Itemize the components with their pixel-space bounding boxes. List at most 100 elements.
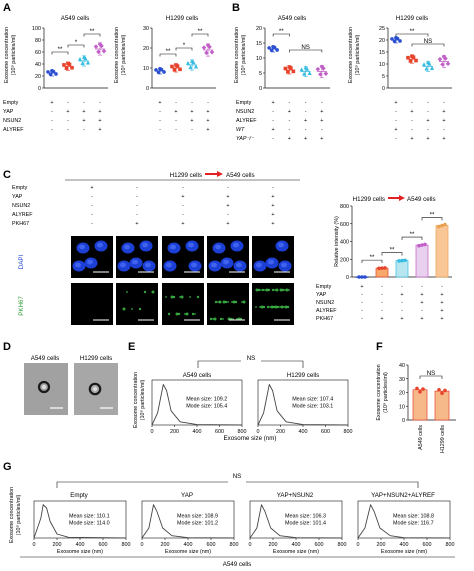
a-grid-right-cell-3-2: - <box>191 127 193 133</box>
e-ylabel: Exosome concentration <box>133 372 139 428</box>
c-pkh-dot-4-29 <box>285 288 289 292</box>
c-bar-cell-3-1: - <box>381 308 383 314</box>
c-pkh-dot-4-10 <box>276 305 280 309</box>
g-plot-2-mean: Mean size: 106.3 <box>285 514 326 520</box>
b-grid-left-cell-1-1: + <box>288 109 291 115</box>
c-row-label-3: ALYREF <box>12 212 33 218</box>
a-grid-left-cell-1-3: + <box>98 109 101 115</box>
c-bar-point-2-0 <box>397 259 401 263</box>
c-pkh-dot-4-6 <box>259 306 261 308</box>
g-plot-1-xtick-label-3: 600 <box>207 542 216 548</box>
g-plot-1-xtick-label-2: 400 <box>184 542 193 548</box>
e-right-mode: Mode size: 103.1 <box>292 403 333 409</box>
c-cell-1-0: - <box>91 194 93 200</box>
b-row-label-2: ALYREF <box>236 118 257 124</box>
g-plot-2-mode: Mode size: 101.4 <box>285 521 326 527</box>
g-title-3: YAP+NSUN2+ALYREF <box>371 492 435 499</box>
b-grid-right-cell-1-2: - <box>427 109 429 115</box>
e-left-xtick-label-3: 600 <box>215 429 224 435</box>
f-point-0-2 <box>421 387 425 391</box>
c-cell-1-3: + <box>226 194 229 200</box>
g-plot-0-mean: Mean size: 110.1 <box>69 514 110 520</box>
f-ylabel: Exosome concentration <box>376 364 382 420</box>
c-pkh-dot-4-8 <box>284 305 288 309</box>
c-pkh67-label: PKH67 <box>18 296 25 316</box>
g-plot-3-xtick-label-3: 600 <box>423 542 432 548</box>
a-left-ytick-label-3: 60 <box>35 50 41 56</box>
g-plot-1-xtick-label-4: 800 <box>230 542 239 548</box>
c-pkh-dot-4-20 <box>270 305 274 309</box>
g-plot-0-mode: Mode size: 114.0 <box>69 521 110 527</box>
a-left-point-1-0 <box>62 63 66 67</box>
g-plot-2-xtick-label-4: 800 <box>338 542 347 548</box>
b-grid-right-cell-4-0: - <box>395 136 397 142</box>
c-bar-cell-1-1: - <box>381 292 383 298</box>
d-right-label: H1299 cells <box>80 355 112 362</box>
g-plot-2-xtick-label-1: 200 <box>269 542 278 548</box>
c-pkh-dot-2-6 <box>189 296 191 298</box>
f-chart: Exosome concentration (10⁹ particles/ml) 0… <box>376 363 456 453</box>
c-pkh-dot-4-21 <box>284 289 286 291</box>
c-red-arrow-head <box>217 171 223 177</box>
c-pkh-dot-2-11 <box>185 312 189 316</box>
c-pkh-dot-3-8 <box>232 300 236 304</box>
c-pkh-dot-4-28 <box>272 305 276 309</box>
a-left-ytick-label-0: 0 <box>38 86 41 92</box>
e-right-xtick-label-1: 200 <box>276 429 285 435</box>
f-xlabel-0: A549 cells <box>418 425 424 450</box>
b-right-point-2-1 <box>424 66 429 71</box>
c-pkh-dot-4-25 <box>267 288 271 292</box>
b-row-label-3: WT <box>236 127 245 133</box>
c-bar-sig-bracket-3 <box>421 217 443 221</box>
g-plot-3-mode: Mode size: 116.7 <box>393 521 434 527</box>
panel-label-c: C <box>3 169 11 181</box>
c-bar-cell-2-0: - <box>361 300 363 306</box>
c-pkh-dot-3-12 <box>217 301 219 303</box>
f-point-1-1 <box>440 391 444 395</box>
f-ytick-label-3: 30 <box>399 377 405 383</box>
b-grid-left-cell-4-0: - <box>272 136 274 142</box>
b-left-ytick-label-1: 5 <box>259 71 262 77</box>
a-left-point-2-1 <box>80 61 85 66</box>
c-bar-red-arrow-head <box>399 195 405 201</box>
a-grid-right-cell-2-2: + <box>190 118 193 124</box>
a-left-ytick-label-2: 40 <box>35 62 41 68</box>
c-row-label-1: YAP <box>12 194 23 200</box>
c-bar-row-label-2: NSUN2 <box>316 300 334 306</box>
e-left-xtick-label-1: 200 <box>170 429 179 435</box>
b-grid-left-cell-4-1: + <box>288 136 291 142</box>
c-pkh-dot-2-7 <box>167 312 171 316</box>
c-bar-row-label-1: YAP <box>316 292 327 298</box>
a-right-point-1-0 <box>170 64 174 69</box>
e-left-curve <box>151 384 243 426</box>
b-left-point-2-1 <box>302 71 307 76</box>
b-right-point-2-0 <box>421 62 427 67</box>
c-pkh-dot-2-8 <box>180 295 184 299</box>
c-bar-point-1-0 <box>377 266 381 271</box>
b-left-ytick-label-2: 10 <box>256 56 262 62</box>
b-right-ytick-label-4: 20 <box>379 38 385 44</box>
b-grid-right-cell-2-1: - <box>411 118 413 124</box>
b-left-sig-label-0: ** <box>279 28 284 35</box>
c-nucleus-hl-4-2 <box>268 259 274 265</box>
b-grid-right-cell-1-3: + <box>442 109 445 115</box>
c-bar-cell-4-0: - <box>361 316 363 322</box>
c-bar-cell-1-0: - <box>361 292 363 298</box>
a-right-sig-bracket-0 <box>159 53 177 57</box>
a-grid-left-cell-3-1: - <box>67 127 69 133</box>
b-grid-right-cell-2-0: - <box>395 118 397 124</box>
a-right-sig-label-2: ** <box>198 28 203 35</box>
b-left-title: A549 cells <box>278 15 307 22</box>
c-pkh-dot-4-17 <box>265 288 269 292</box>
c-nucleus-hl-1-3 <box>120 262 126 268</box>
e-right-xtick-label-4: 800 <box>344 429 353 435</box>
g-title-2: YAP+NSUN2 <box>277 492 314 499</box>
c-pkh-dot-3-21 <box>232 318 234 320</box>
c-pkh-dot-4-15 <box>274 289 276 291</box>
b-right-point-1-1 <box>408 59 413 63</box>
a-left-ytick-label-4: 80 <box>35 38 41 44</box>
a-left-sig-bracket-2 <box>83 33 101 37</box>
g-plot-3-curve <box>357 504 451 539</box>
g-footer: A549 cells <box>223 561 252 568</box>
a-right-ytick-label-3: 30 <box>143 26 149 32</box>
